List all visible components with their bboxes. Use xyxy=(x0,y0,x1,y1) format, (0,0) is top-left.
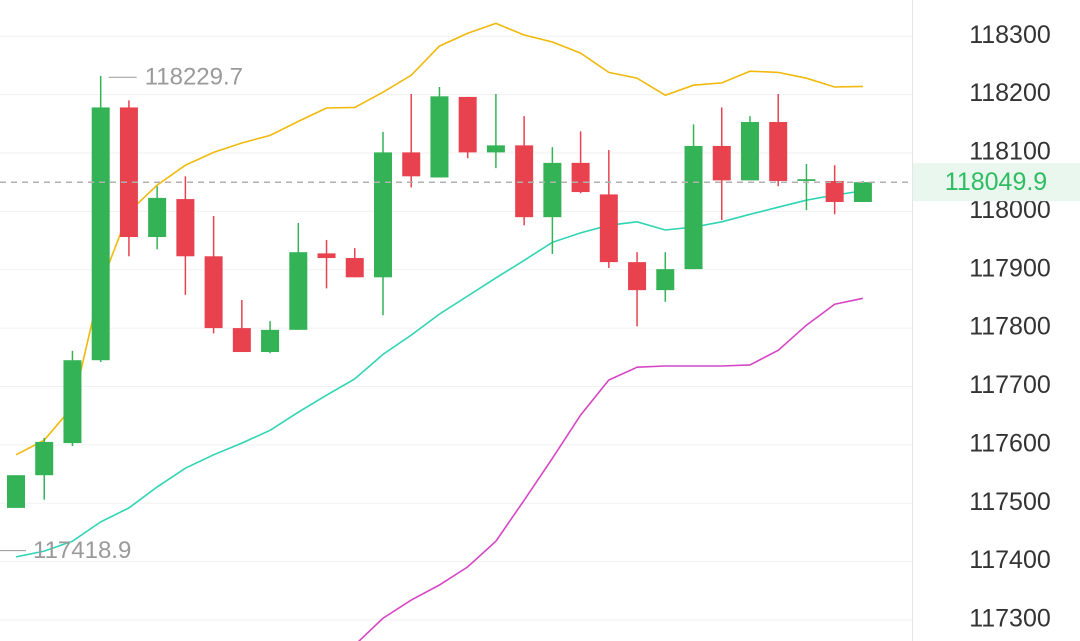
y-tick-label: 117800 xyxy=(969,313,1051,341)
candle-body xyxy=(486,145,505,153)
last-price-badge xyxy=(913,163,1080,202)
candles xyxy=(7,75,872,508)
candle-body xyxy=(148,197,167,238)
candle-body xyxy=(402,152,421,177)
candle-body xyxy=(63,360,82,444)
candle-body xyxy=(119,107,138,238)
candle-body xyxy=(430,96,449,178)
candle-body xyxy=(261,329,280,353)
candle-body xyxy=(543,162,562,218)
y-tick-label: 117700 xyxy=(969,371,1051,399)
last-price-label: 118049.9 xyxy=(945,168,1047,196)
candle-body xyxy=(825,180,844,202)
overlays: 118049.9 118229.7 117418.9 xyxy=(0,64,1080,564)
candle-body xyxy=(91,107,110,361)
candle-body xyxy=(571,162,590,193)
candle-body xyxy=(232,328,251,353)
candle-body xyxy=(458,96,477,153)
band-line xyxy=(15,190,864,558)
high-annotation: 118229.7 xyxy=(145,64,243,91)
candle-body xyxy=(35,441,54,476)
candle-body xyxy=(176,199,195,257)
y-tick-label: 117600 xyxy=(969,429,1051,457)
candle-body xyxy=(204,256,223,329)
bands xyxy=(15,22,864,641)
y-tick-label: 117400 xyxy=(969,546,1051,574)
candle-body xyxy=(853,182,872,202)
candle-body xyxy=(684,145,703,270)
y-tick-label: 117300 xyxy=(969,605,1051,633)
y-tick-label: 118100 xyxy=(969,138,1051,166)
candle-body xyxy=(712,145,731,181)
candle-body xyxy=(797,179,816,181)
candle-body xyxy=(515,145,534,218)
y-tick-label: 117900 xyxy=(969,254,1051,282)
band-line xyxy=(15,22,863,456)
candle-body xyxy=(740,122,759,181)
y-tick-label: 117500 xyxy=(969,488,1051,516)
candle-body xyxy=(628,262,647,291)
candle-body xyxy=(289,252,308,330)
y-tick-label: 118200 xyxy=(969,79,1051,107)
candle-body xyxy=(769,122,788,181)
low-annotation: 117418.9 xyxy=(33,537,131,564)
candle-body xyxy=(599,194,618,263)
candle-body xyxy=(656,269,675,291)
candle-body xyxy=(317,253,336,259)
candle-body xyxy=(7,475,25,508)
band-line xyxy=(357,297,864,641)
candle-body xyxy=(373,152,392,278)
grid: 117300 117400 117500 117600 117700 117800 1179… xyxy=(0,21,1051,633)
candle-body xyxy=(345,258,364,278)
y-tick-label: 118300 xyxy=(969,21,1051,49)
